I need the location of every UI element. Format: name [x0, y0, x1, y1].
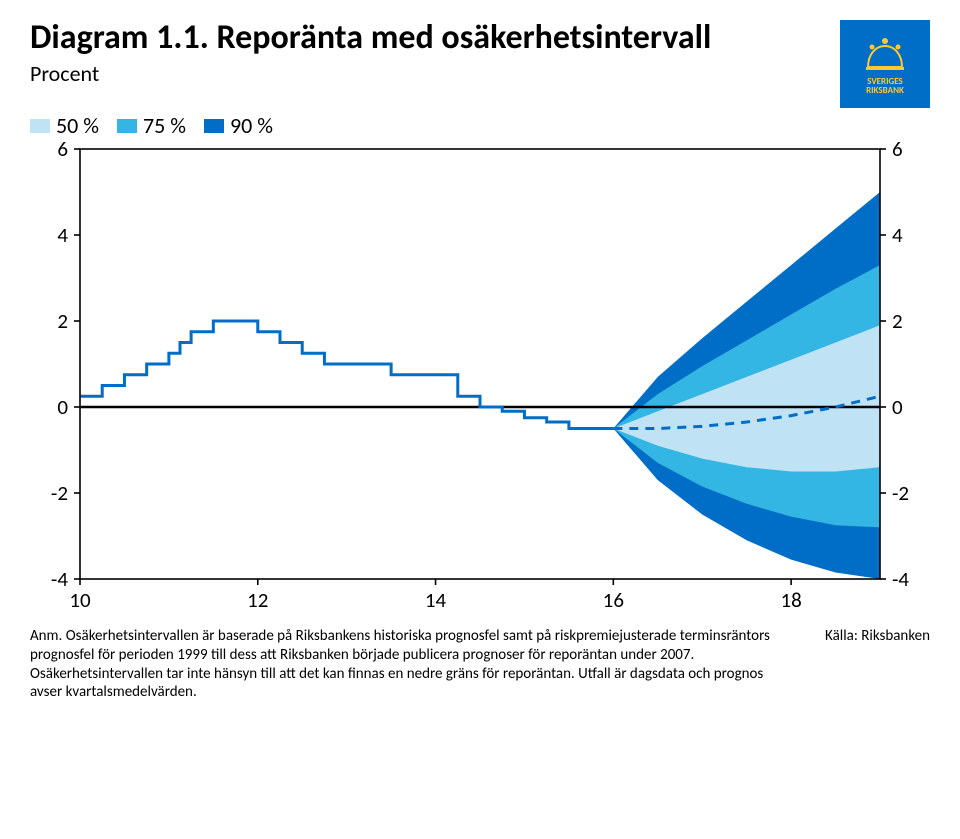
svg-text:4: 4	[57, 222, 68, 248]
svg-text:18: 18	[780, 587, 801, 613]
chart-source: Källa: Riksbanken	[825, 627, 930, 645]
svg-text:-2: -2	[892, 480, 909, 506]
crown-icon	[862, 33, 908, 73]
svg-text:0: 0	[892, 394, 903, 420]
chart-title: Diagram 1.1. Reporänta med osäkerhetsint…	[30, 20, 840, 56]
fan-chart: -4 -4 -2 -2 0 0 2 2 4 4 6 6 10 12 14 16 18	[30, 139, 930, 619]
riksbank-logo: SVERIGESRIKSBANK	[840, 20, 930, 108]
legend-item: 75 %	[117, 112, 186, 139]
svg-text:2: 2	[57, 308, 68, 334]
svg-text:2: 2	[892, 308, 903, 334]
chart-subtitle: Procent	[30, 60, 840, 87]
legend-item: 50 %	[30, 112, 99, 139]
svg-text:10: 10	[69, 587, 91, 613]
svg-text:0: 0	[57, 394, 68, 420]
chart-note: Anm. Osäkerhetsintervallen är baserade p…	[30, 627, 795, 702]
svg-text:-4: -4	[892, 566, 909, 592]
svg-text:6: 6	[892, 139, 903, 162]
svg-text:16: 16	[603, 587, 624, 613]
legend-item: 90 %	[204, 112, 273, 139]
svg-text:-4: -4	[51, 566, 68, 592]
svg-text:12: 12	[247, 587, 268, 613]
svg-text:6: 6	[57, 139, 68, 162]
svg-text:4: 4	[892, 222, 903, 248]
svg-text:14: 14	[425, 587, 447, 613]
legend: 50 % 75 % 90 %	[30, 112, 930, 139]
svg-text:-2: -2	[51, 480, 68, 506]
